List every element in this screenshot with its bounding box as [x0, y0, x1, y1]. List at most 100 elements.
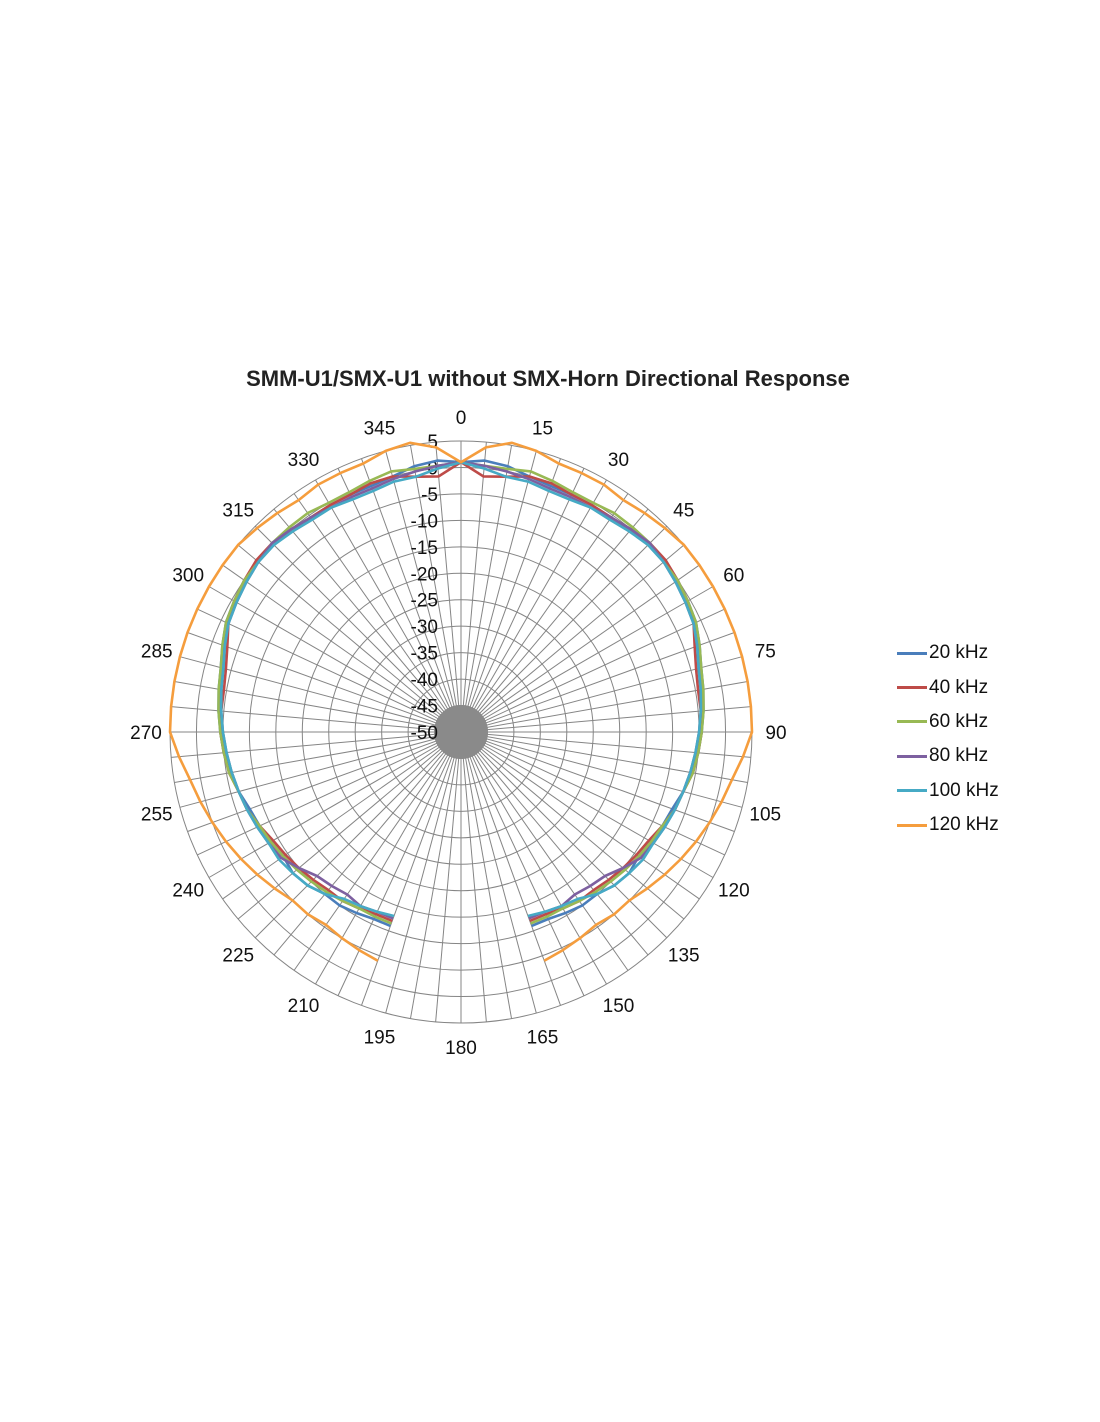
spoke-gridline — [460, 731, 725, 856]
ring-gridline — [407, 678, 515, 786]
legend-label: 40 kHz — [929, 676, 989, 698]
angle-tick-label: 90 — [765, 723, 786, 744]
spoke-gridline — [254, 731, 462, 939]
angle-tick-labels: 0 15 30 45 60 75 90 105 120 135 150 165 180 195 210 225… — [130, 408, 786, 1059]
angle-tick-label: 345 — [364, 419, 396, 440]
legend-swatch — [897, 651, 927, 655]
spoke-gridline — [460, 468, 585, 733]
spoke-gridline — [435, 731, 462, 1022]
spoke-gridline — [273, 508, 462, 733]
angle-tick-label: 330 — [288, 450, 320, 471]
spoke-gridline — [460, 458, 561, 733]
legend-label: 80 kHz — [929, 745, 989, 767]
radial-tick-label: -50 — [411, 723, 438, 744]
spoke-gridline — [187, 632, 462, 733]
spoke-gridline — [337, 468, 462, 733]
angle-tick-label: 15 — [532, 419, 553, 440]
legend-swatch — [897, 754, 927, 758]
spoke-gridline — [385, 731, 462, 1014]
angle-tick-label: 135 — [668, 946, 700, 967]
radial-tick-label: -15 — [411, 538, 438, 559]
angle-tick-label: 30 — [608, 450, 629, 471]
spoke-gridline — [460, 479, 607, 733]
spoke-gridline — [460, 731, 751, 758]
angle-tick-label: 75 — [755, 641, 776, 662]
legend: 20 kHz 40 kHz 60 kHz 80 kHz 100 kHz 120 kHz — [897, 636, 999, 842]
spoke-gridline — [361, 458, 462, 733]
legend-item: 120 kHz — [897, 808, 999, 842]
spoke-gridline — [460, 731, 585, 996]
ring-gridline — [354, 625, 568, 839]
legend-label: 20 kHz — [929, 642, 989, 664]
spoke-gridline — [460, 731, 748, 784]
spoke-gridline — [460, 731, 513, 1019]
spoke-gridline — [460, 445, 513, 733]
radial-tick-label: -5 — [421, 485, 438, 506]
radial-tick-label: -35 — [411, 644, 438, 665]
spoke-gridline — [409, 445, 462, 733]
legend-label: 60 kHz — [929, 710, 989, 732]
spoke-gridline — [460, 731, 714, 878]
angle-tick-label: 195 — [364, 1027, 396, 1048]
spoke-gridline — [460, 731, 743, 808]
angle-tick-label: 315 — [222, 500, 254, 521]
spoke-gridline — [460, 731, 487, 1022]
ring-gridline — [301, 572, 621, 892]
spoke-gridline — [197, 731, 462, 856]
spoke-gridline — [460, 731, 668, 939]
angle-tick-label: 180 — [445, 1038, 477, 1059]
ring-gridline — [275, 546, 647, 918]
spoke-gridline — [254, 525, 462, 733]
ring-gridline — [195, 466, 727, 998]
spoke-gridline — [460, 731, 735, 832]
radial-tick-label: -20 — [411, 564, 438, 585]
legend-item: 60 kHz — [897, 705, 999, 739]
series-line-120-khz — [168, 441, 754, 962]
spoke-gridline — [293, 493, 462, 733]
angle-tick-label: 45 — [673, 500, 694, 521]
legend-swatch — [897, 789, 927, 793]
polar-grid — [169, 440, 753, 1024]
spoke-gridline — [222, 564, 462, 733]
spoke-gridline — [237, 544, 462, 733]
angle-tick-label: 150 — [603, 996, 635, 1017]
spoke-gridline — [460, 608, 725, 733]
spoke-gridline — [460, 731, 700, 900]
angle-tick-label: 255 — [141, 805, 173, 826]
spoke-gridline — [315, 731, 462, 985]
angle-tick-label: 285 — [141, 641, 173, 662]
angle-tick-label: 270 — [130, 723, 162, 744]
radial-tick-label: -30 — [411, 617, 438, 638]
spoke-gridline — [337, 731, 462, 996]
spoke-gridline — [197, 608, 462, 733]
radial-tick-labels: 5 0 -5 -10 -15 -20 -25 -30 -35 -40 -45 -50 — [411, 432, 438, 744]
spoke-gridline — [460, 731, 649, 956]
spoke-gridline — [460, 564, 700, 733]
spoke-gridline — [385, 450, 462, 733]
spoke-gridline — [460, 508, 649, 733]
spoke-gridline — [435, 442, 462, 733]
chart-title: SMM-U1/SMX-U1 without SMX-Horn Direction… — [246, 366, 850, 391]
ring-gridline — [381, 652, 541, 812]
legend-swatch — [897, 686, 927, 690]
spoke-gridline — [460, 731, 537, 1014]
legend-item: 80 kHz — [897, 739, 999, 773]
spoke-gridline — [179, 731, 462, 808]
spoke-gridline — [460, 544, 685, 733]
spoke-gridline — [460, 731, 629, 971]
spoke-gridline — [460, 632, 735, 733]
angle-tick-label: 225 — [222, 946, 254, 967]
spoke-gridline — [460, 450, 537, 733]
radial-tick-label: -40 — [411, 670, 438, 691]
angle-tick-label: 60 — [723, 566, 744, 587]
radial-tick-label: -25 — [411, 591, 438, 612]
spoke-gridline — [460, 442, 487, 733]
spoke-gridline — [409, 731, 462, 1019]
spoke-gridline — [460, 731, 607, 985]
angle-tick-label: 105 — [749, 805, 781, 826]
spoke-gridline — [171, 731, 462, 758]
spoke-gridline — [460, 493, 629, 733]
legend-label: 100 kHz — [929, 779, 999, 801]
angle-tick-label: 120 — [718, 881, 750, 902]
